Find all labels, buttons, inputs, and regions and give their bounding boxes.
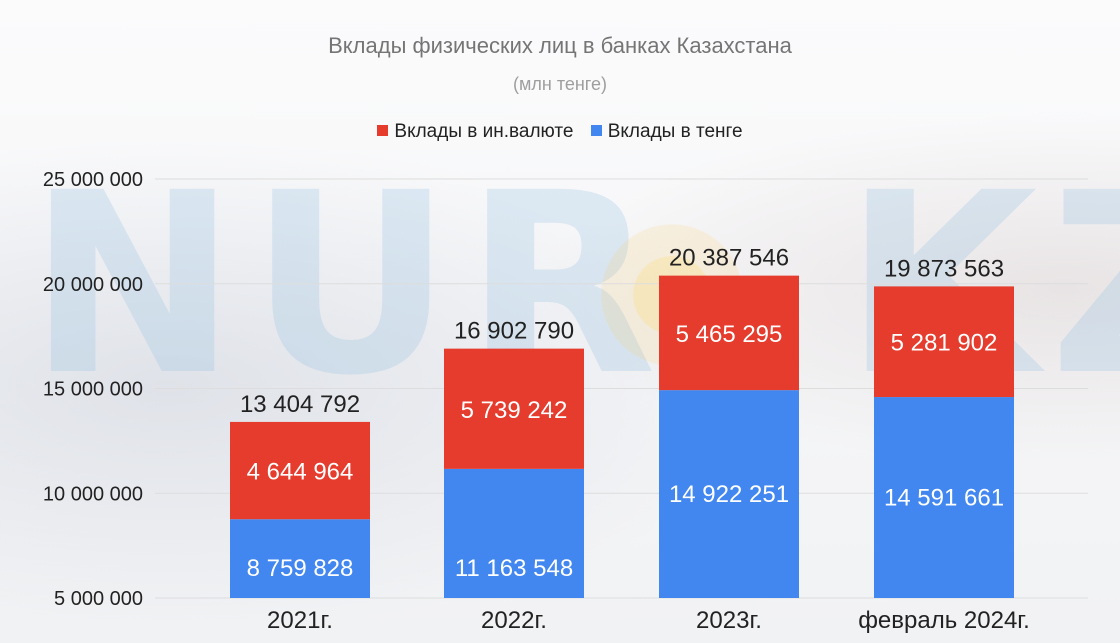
data-label-tenge: 8 759 828 [247,555,354,582]
x-tick-label: февраль 2024г. [858,607,1030,634]
legend-item-foreign: Вклады в ин.валюте [377,121,573,143]
data-label-tenge: 14 922 251 [669,481,789,508]
legend-item-tenge: Вклады в тенге [590,121,743,143]
data-label-foreign: 4 644 964 [247,459,354,486]
bar-segment-foreign [444,348,584,469]
total-label: 20 387 546 [669,245,789,272]
data-label-foreign: 5 739 242 [461,397,568,424]
x-tick-label: 2023г. [696,607,762,634]
bar-segment-tenge [874,397,1014,598]
chart-subtitle: (млн тенге) [513,74,607,94]
y-tick-label: 5 000 000 [54,588,143,610]
legend-label-foreign: Вклады в ин.валюте [394,121,574,142]
bar-segment-foreign [874,286,1014,398]
data-label-foreign: 5 465 295 [676,321,783,348]
bar-segment-tenge [230,519,370,598]
x-tick-label: 2021г. [267,607,333,634]
bar-segment-tenge [659,390,799,598]
y-tick-label: 20 000 000 [43,274,143,296]
chart-legend: Вклады в ин.валюте Вклады в тенге [0,121,1120,143]
legend-swatch-foreign [377,125,389,136]
chart-title: Вклады физических лиц в банках Казахстан… [328,33,792,58]
legend-swatch-tenge [590,125,602,136]
total-label: 13 404 792 [240,391,360,418]
data-label-tenge: 14 591 661 [884,485,1004,512]
total-label: 19 873 563 [884,255,1004,282]
total-label: 16 902 790 [454,318,574,345]
x-tick-label: 2022г. [481,607,547,634]
y-tick-label: 15 000 000 [43,379,143,401]
bar-segment-foreign [659,275,799,391]
y-tick-label: 25 000 000 [43,169,143,191]
legend-label-tenge: Вклады в тенге [607,121,743,142]
y-tick-label: 10 000 000 [43,483,143,505]
bar-segment-foreign [230,421,370,520]
data-label-foreign: 5 281 902 [891,330,998,357]
bar-segment-tenge [444,468,584,598]
data-label-tenge: 11 163 548 [455,555,573,582]
